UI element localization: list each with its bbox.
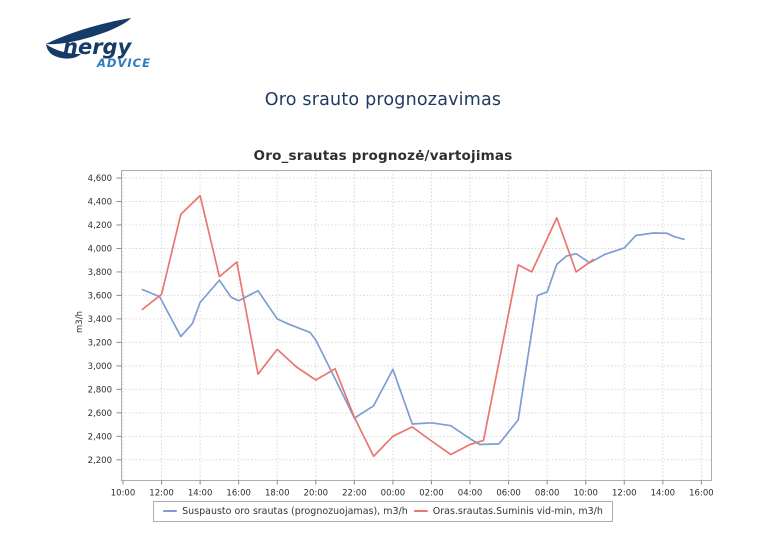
grid-lines — [121, 170, 712, 481]
svg-text:4,400: 4,400 — [88, 197, 112, 207]
chart-legend: Suspausto oro srautas (prognozuojamas), … — [153, 500, 613, 522]
svg-text:00:00: 00:00 — [381, 489, 406, 499]
svg-text:06:00: 06:00 — [496, 489, 521, 499]
svg-text:2,200: 2,200 — [88, 456, 112, 466]
swoosh-icon — [46, 18, 131, 59]
y-axis-ticks: 2,200 2,400 2,600 2,800 3,000 3,200 3,400 3,600… — [88, 174, 122, 466]
legend-container: Suspausto oro srautas (prognozuojamas), … — [0, 497, 766, 522]
legend-label-forecast: Suspausto oro srautas (prognozuojamas), … — [182, 505, 408, 517]
svg-text:4,200: 4,200 — [88, 221, 112, 231]
legend-label-actual: Oras.srautas.Suminis vid-min, m3/h — [432, 505, 603, 517]
legend-item-actual: Oras.srautas.Suminis vid-min, m3/h — [413, 505, 603, 517]
svg-text:18:00: 18:00 — [265, 489, 290, 499]
legend-swatch-actual — [413, 510, 428, 512]
legend-swatch-forecast — [163, 510, 178, 512]
svg-text:3,800: 3,800 — [88, 268, 112, 278]
chart-title: Oro_srautas prognozė/vartojimas — [253, 148, 513, 164]
svg-text:08:00: 08:00 — [535, 489, 560, 499]
logo-text-advice: ADVICE — [96, 56, 151, 70]
chart-plot-area: 2,200 2,400 2,600 2,800 3,000 3,200 3,400 3,600… — [88, 170, 714, 499]
svg-text:04:00: 04:00 — [458, 489, 483, 499]
svg-text:3,600: 3,600 — [88, 291, 112, 301]
svg-text:22:00: 22:00 — [342, 489, 367, 499]
svg-text:3,400: 3,400 — [88, 315, 112, 325]
svg-text:2,600: 2,600 — [88, 409, 112, 419]
svg-text:3,200: 3,200 — [88, 338, 112, 348]
svg-text:02:00: 02:00 — [419, 489, 444, 499]
svg-text:4,000: 4,000 — [88, 244, 112, 254]
energy-advice-logo: nergy ADVICE — [46, 18, 151, 70]
x-axis-ticks: 10:00 12:00 14:00 16:00 18:00 20:00 22:00 00:00… — [111, 480, 714, 499]
svg-text:3,000: 3,000 — [88, 362, 112, 372]
series-line-forecast — [141, 232, 685, 446]
svg-text:14:00: 14:00 — [651, 489, 676, 499]
legend-item-forecast: Suspausto oro srautas (prognozuojamas), … — [163, 506, 408, 517]
plot-border — [121, 170, 712, 481]
series-line-actual — [141, 194, 595, 458]
svg-text:12:00: 12:00 — [149, 489, 174, 499]
page-title: Oro srauto prognozavimas — [264, 90, 502, 110]
svg-text:12:00: 12:00 — [612, 489, 637, 499]
svg-text:2,800: 2,800 — [88, 385, 112, 395]
svg-text:2,400: 2,400 — [88, 432, 112, 442]
svg-text:10:00: 10:00 — [111, 489, 136, 499]
svg-text:10:00: 10:00 — [573, 489, 598, 499]
svg-text:4,600: 4,600 — [88, 174, 112, 184]
svg-text:16:00: 16:00 — [689, 489, 714, 499]
svg-text:20:00: 20:00 — [304, 489, 329, 499]
logo-text-energy: nergy — [63, 35, 133, 59]
svg-text:16:00: 16:00 — [226, 489, 251, 499]
svg-text:14:00: 14:00 — [188, 489, 213, 499]
